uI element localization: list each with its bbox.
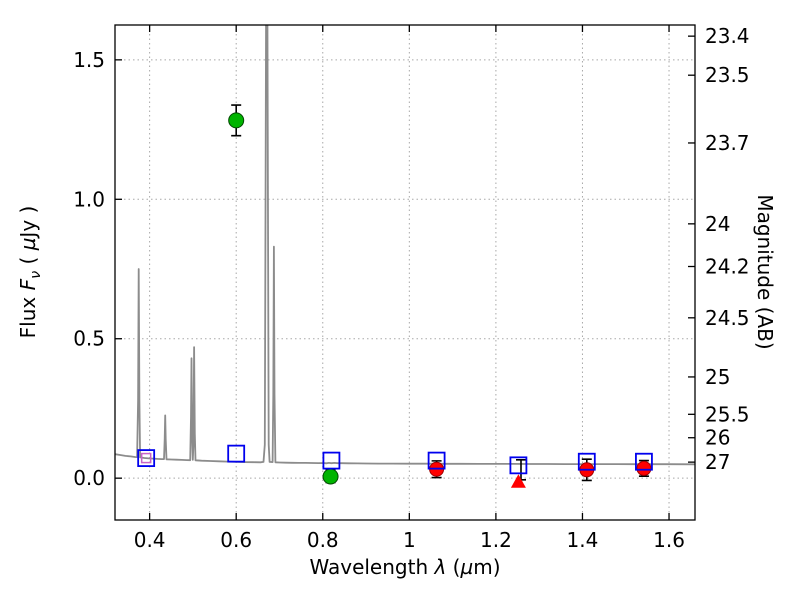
- y-tick-label-magnitude: 24: [705, 212, 730, 236]
- y-tick-label-magnitude: 23.5: [705, 63, 750, 87]
- model-photometry-blue-marker: [322, 451, 341, 470]
- ylabel-flux-suffix: Jy ): [16, 205, 40, 238]
- ylabel-flux-mu: µ: [16, 237, 40, 251]
- observed-flux-green-marker: [322, 468, 339, 485]
- observed-flux-green-marker: [228, 112, 245, 129]
- xlabel-lambda: λ: [434, 555, 447, 579]
- ylabel-flux-subscript: ν: [28, 270, 44, 279]
- model-photometry-blue-marker: [227, 444, 246, 463]
- y-axis-label-magnitude: Magnitude (AB): [753, 194, 777, 350]
- xlabel-prefix: Wavelength: [309, 555, 435, 579]
- ylabel-flux-open-paren: (: [16, 250, 40, 271]
- y-tick-label-magnitude: 24.5: [705, 306, 750, 330]
- y-tick-label-magnitude: 25.5: [705, 402, 750, 426]
- y-tick-label-magnitude: 27: [705, 450, 730, 474]
- y-tick-label-flux: 1.0: [73, 187, 105, 211]
- x-tick-label: 1.2: [480, 528, 512, 552]
- model-photometry-blue-marker: [137, 449, 156, 467]
- y-tick-label-magnitude: 25: [705, 365, 730, 389]
- xlabel-suffix: m): [473, 555, 501, 579]
- y-axis-label-flux: Flux Fν ( µJy ): [16, 206, 44, 339]
- ylabel-flux-symbol: F: [16, 278, 40, 291]
- x-tick-label: 1: [403, 528, 416, 552]
- upper-limit-red-marker: [510, 474, 526, 488]
- y-tick-label-magnitude: 23.4: [705, 24, 750, 48]
- x-tick-label: 0.6: [220, 528, 252, 552]
- y-tick-label-flux: 1.5: [73, 48, 105, 72]
- ylabel-flux-prefix: Flux: [16, 290, 40, 339]
- x-axis-label-wavelength: Wavelength λ (µm): [309, 555, 500, 579]
- model-photometry-blue-marker: [577, 452, 596, 471]
- x-tick-label: 1.6: [653, 528, 685, 552]
- observed-flux-red-marker: [636, 460, 652, 476]
- model-photometry-blue-marker: [509, 456, 528, 475]
- x-tick-label: 0.4: [134, 528, 166, 552]
- y-tick-label-magnitude: 26: [705, 426, 730, 450]
- x-tick-label: 0.8: [307, 528, 339, 552]
- model-photometry-blue-marker: [635, 452, 653, 471]
- xlabel-mu: µ: [460, 555, 474, 579]
- model-photometry-magenta-marker: [140, 452, 152, 464]
- xlabel-open-paren: (: [446, 555, 461, 579]
- y-tick-label-magnitude: 23.7: [705, 131, 750, 155]
- x-tick-label: 1.4: [567, 528, 599, 552]
- axes-frame: [114, 24, 696, 521]
- y-tick-label-flux: 0.5: [73, 327, 105, 351]
- model-photometry-blue-marker: [427, 451, 446, 470]
- y-tick-label-magnitude: 24.2: [705, 255, 750, 279]
- y-tick-label-flux: 0.0: [73, 466, 105, 490]
- model-spectrum: [115, 25, 695, 466]
